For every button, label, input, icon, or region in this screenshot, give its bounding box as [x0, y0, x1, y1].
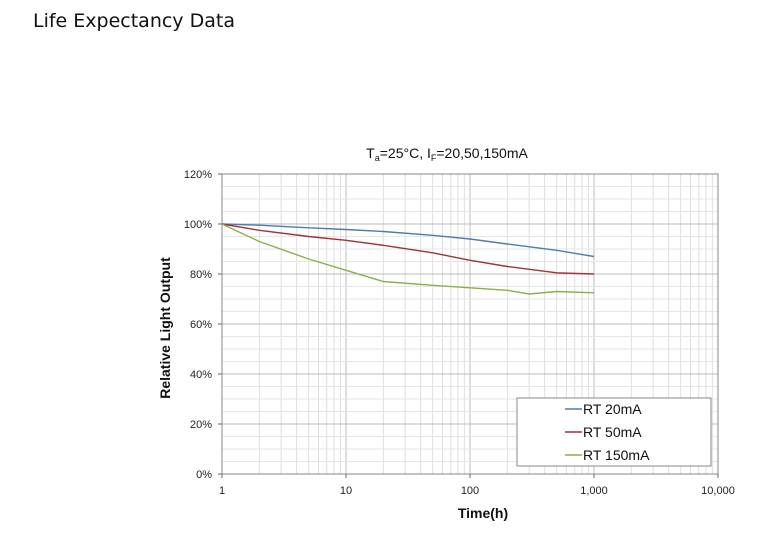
series-line-rt-20ma	[221, 223, 595, 258]
x-tick-label: 10,000	[701, 485, 735, 497]
series-line-rt-50ma	[221, 223, 595, 275]
y-tick-label: 120%	[184, 169, 212, 181]
axis-ticks: 0% 20% 40% 60% 80% 100% 120% 1 10 100 1,000 10,000	[184, 169, 735, 497]
legend-label: RT 20mA	[583, 401, 642, 417]
y-tick-label: 60%	[190, 319, 212, 331]
legend-box	[516, 397, 712, 467]
legend-label: RT 150mA	[583, 447, 650, 463]
x-tick-label: 10	[340, 485, 352, 497]
legend-item: RT 50mA	[565, 424, 642, 440]
page-title: Life Expectancy Data	[33, 10, 235, 32]
y-tick-label: 0%	[196, 469, 212, 481]
y-tick-label: 80%	[190, 269, 212, 281]
x-tick-label: 100	[461, 485, 479, 497]
legend-item: RT 20mA	[565, 401, 642, 417]
legend-item: RT 150mA	[565, 447, 650, 463]
series-lines	[221, 223, 595, 295]
y-tick-label: 40%	[190, 369, 212, 381]
chart-title: Ta=25°C, IF=20,50,150mA	[366, 145, 528, 163]
legend-label: RT 50mA	[583, 424, 642, 440]
series-line-rt-150ma	[221, 223, 595, 295]
x-tick-label: 1,000	[580, 485, 608, 497]
y-axis-title: Relative Light Output	[157, 257, 173, 399]
legend: RT 20mA RT 50mA RT 150mA	[516, 397, 712, 467]
y-tick-label: 100%	[184, 219, 212, 231]
x-tick-label: 1	[219, 485, 225, 497]
x-axis-title: Time(h)	[458, 505, 508, 521]
y-tick-label: 20%	[190, 419, 212, 431]
